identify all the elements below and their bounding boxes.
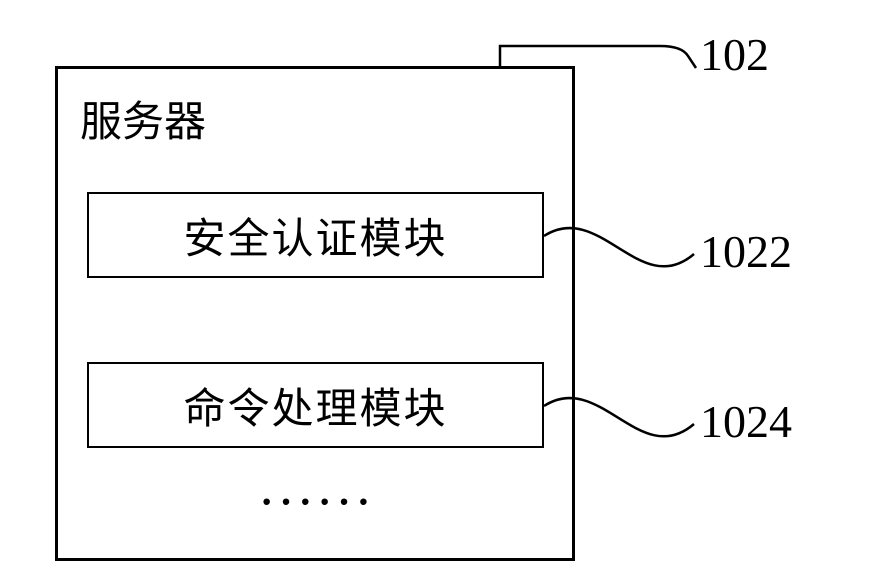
diagram-canvas: 服务器 安全认证模块 命令处理模块 ······ 102 1022 1024 [0,0,878,582]
connector-1024 [0,0,878,582]
